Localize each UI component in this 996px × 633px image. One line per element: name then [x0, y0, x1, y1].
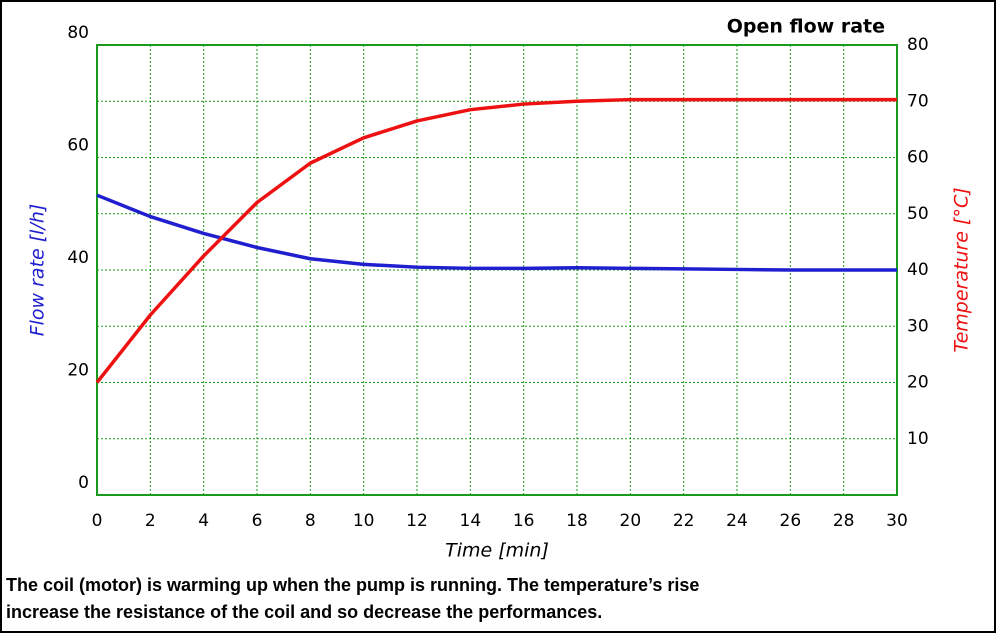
x-tick-label: 10 — [353, 511, 375, 531]
y2-axis-label: Temperature [°C] — [951, 187, 973, 352]
x-tick-label: 2 — [145, 511, 156, 531]
caption-line: The coil (motor) is warming up when the … — [6, 575, 699, 595]
x-tick-label: 6 — [252, 511, 263, 531]
x-tick-label: 8 — [305, 511, 316, 531]
y-tick-label: 40 — [67, 248, 89, 268]
y-tick-label: 60 — [67, 136, 89, 156]
data-line — [95, 97, 897, 384]
y2-tick-label: 60 — [907, 148, 929, 168]
y-tick-label: 80 — [67, 23, 89, 43]
data-line — [96, 193, 897, 272]
x-tick-label: 26 — [780, 511, 802, 531]
x-tick-label: 16 — [513, 511, 535, 531]
x-tick-label: 20 — [620, 511, 642, 531]
y2-tick-label: 40 — [907, 260, 929, 280]
x-tick-label: 18 — [566, 511, 588, 531]
caption-line: increase the resistance of the coil and … — [6, 602, 602, 622]
x-tick-label: 12 — [406, 511, 428, 531]
y-tick-label: 20 — [67, 361, 89, 381]
x-tick-label: 22 — [673, 511, 695, 531]
x-tick-label: 28 — [833, 511, 855, 531]
y2-tick-label: 80 — [907, 35, 929, 55]
y2-tick-label: 30 — [907, 316, 929, 336]
x-tick-label: 30 — [886, 511, 908, 531]
y2-tick-label: 70 — [907, 91, 929, 111]
y-axis-label: Flow rate [l/h] — [27, 204, 49, 337]
y2-tick-label: 10 — [907, 429, 929, 449]
x-tick-label: 0 — [92, 511, 103, 531]
chart-title: Open flow rate — [727, 16, 885, 38]
x-axis-label: Time [min] — [445, 540, 549, 562]
y-tick-label: 0 — [78, 473, 89, 493]
y2-tick-label: 20 — [907, 373, 929, 393]
y2-tick-label: 50 — [907, 204, 929, 224]
x-tick-label: 14 — [460, 511, 482, 531]
x-tick-label: 4 — [198, 511, 209, 531]
x-tick-label: 24 — [726, 511, 748, 531]
